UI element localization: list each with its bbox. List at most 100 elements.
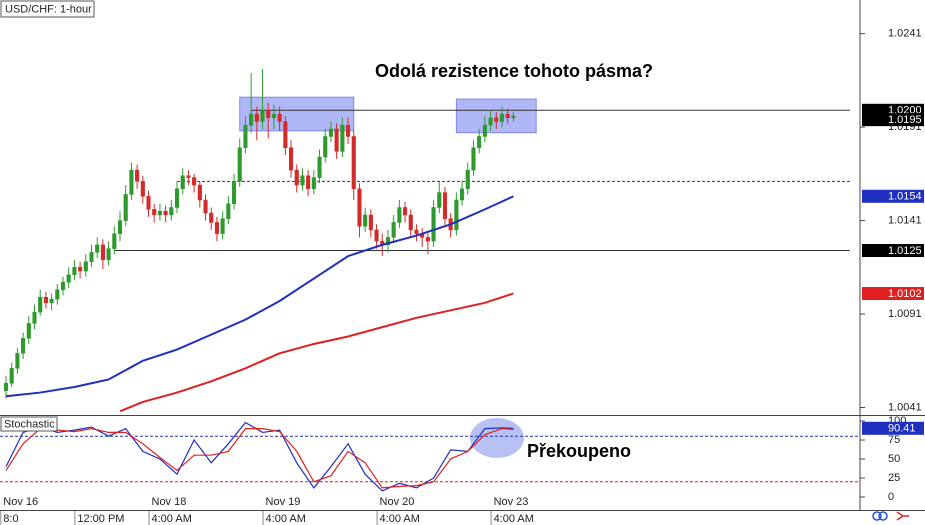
date-label: Nov 23 bbox=[494, 496, 529, 508]
date-label: Nov 19 bbox=[266, 496, 301, 508]
y-tick-label: 75 bbox=[888, 434, 900, 446]
candle-body bbox=[89, 252, 94, 262]
candle-body bbox=[43, 296, 48, 304]
date-label: Nov 16 bbox=[3, 496, 38, 508]
candle-body bbox=[140, 181, 145, 197]
candle-body bbox=[220, 218, 225, 234]
price-label: 1.0125 bbox=[888, 245, 922, 257]
candle-body bbox=[414, 229, 419, 234]
chart-title: USD/CHF: 1-hour bbox=[5, 3, 92, 15]
icon[interactable] bbox=[878, 511, 888, 521]
candle-body bbox=[26, 323, 31, 339]
x-tick-label: 4:00 AM bbox=[494, 513, 534, 525]
candle-body bbox=[254, 113, 259, 122]
candle-body bbox=[328, 128, 333, 137]
candle-body bbox=[277, 113, 282, 122]
series-line bbox=[5, 195, 514, 398]
candle-body bbox=[135, 169, 140, 182]
indicator-box bbox=[0, 416, 58, 432]
series-line bbox=[5, 421, 514, 492]
candle-body bbox=[186, 175, 191, 178]
candle-body bbox=[237, 147, 242, 182]
icon[interactable] bbox=[896, 511, 909, 521]
x-tick-label: 8:0 bbox=[3, 513, 18, 525]
candle-body bbox=[60, 282, 66, 291]
candle-body bbox=[391, 222, 396, 238]
candle-body bbox=[32, 311, 37, 324]
series-line bbox=[5, 427, 514, 489]
y-tick-label: 50 bbox=[888, 453, 900, 465]
x-tick-label: 4:00 AM bbox=[266, 513, 306, 525]
candle-body bbox=[408, 214, 413, 231]
toolbar-icons[interactable] bbox=[872, 511, 909, 521]
candle-body bbox=[55, 289, 60, 300]
candle-body bbox=[72, 267, 77, 276]
y-tick-label: 1.0091 bbox=[888, 308, 922, 320]
candle-body bbox=[294, 169, 299, 186]
candle-body bbox=[357, 188, 362, 227]
candle-body bbox=[442, 192, 448, 219]
candle-body bbox=[78, 267, 83, 272]
candle-body bbox=[83, 261, 88, 272]
candle-body bbox=[334, 128, 339, 152]
candle-body bbox=[21, 338, 26, 354]
plot-layer: 1.02411.01911.01411.00911.00411.02001.01… bbox=[0, 28, 924, 525]
candle-body bbox=[397, 207, 402, 223]
candle-body bbox=[368, 214, 373, 231]
y-tick-label: 1.0241 bbox=[888, 28, 922, 40]
price-label-box bbox=[862, 243, 924, 257]
candle-body bbox=[163, 210, 168, 216]
series-line bbox=[119, 292, 514, 413]
candle-body bbox=[152, 209, 157, 216]
candle-body bbox=[306, 175, 311, 190]
icon[interactable] bbox=[872, 511, 882, 521]
candle-body bbox=[106, 248, 111, 261]
candle-body bbox=[100, 244, 105, 261]
candle-body bbox=[431, 207, 436, 242]
candle-body bbox=[323, 136, 328, 158]
candle-body bbox=[345, 124, 351, 137]
indicator-title: Stochastic bbox=[4, 418, 55, 430]
candle-body bbox=[15, 353, 20, 369]
candle-body bbox=[317, 156, 322, 178]
candle-body bbox=[209, 212, 214, 223]
candle-body bbox=[437, 192, 442, 208]
candle-body bbox=[260, 110, 265, 122]
candle-body bbox=[488, 117, 493, 126]
candle-body bbox=[214, 222, 219, 234]
candle-body bbox=[340, 124, 345, 152]
candle-body bbox=[95, 244, 100, 253]
candle-body bbox=[49, 298, 54, 304]
candle-body bbox=[3, 382, 9, 391]
candle-body bbox=[271, 113, 276, 119]
candle-body bbox=[266, 110, 271, 119]
candle-body bbox=[226, 203, 231, 219]
candle-body bbox=[169, 207, 174, 216]
y-tick-label: 0 bbox=[888, 491, 894, 503]
candle-body bbox=[112, 233, 117, 249]
candle-body bbox=[231, 181, 237, 205]
price-label-box bbox=[862, 113, 924, 127]
x-tick-label: 4:00 AM bbox=[380, 513, 420, 525]
price-label: 90.41 bbox=[888, 423, 916, 435]
candle-body bbox=[146, 196, 151, 210]
date-label: Nov 18 bbox=[152, 496, 187, 508]
candle-body bbox=[197, 184, 202, 201]
candle-body bbox=[157, 210, 162, 216]
candle-body bbox=[385, 237, 391, 246]
price-label-box bbox=[862, 286, 924, 300]
candle-body bbox=[283, 121, 288, 148]
annotation: Odolá rezistence tohoto pásma? bbox=[375, 61, 653, 81]
candle-body bbox=[505, 113, 510, 119]
date-label: Nov 20 bbox=[380, 496, 415, 508]
candle-body bbox=[363, 214, 368, 227]
candle-body bbox=[477, 136, 482, 148]
candle-body bbox=[499, 113, 505, 122]
candle-body bbox=[117, 220, 123, 234]
candle-body bbox=[249, 113, 254, 126]
x-tick-label: 4:00 AM bbox=[152, 513, 192, 525]
candle-body bbox=[425, 237, 430, 242]
candle-body bbox=[311, 177, 316, 190]
candle-body bbox=[203, 199, 208, 214]
